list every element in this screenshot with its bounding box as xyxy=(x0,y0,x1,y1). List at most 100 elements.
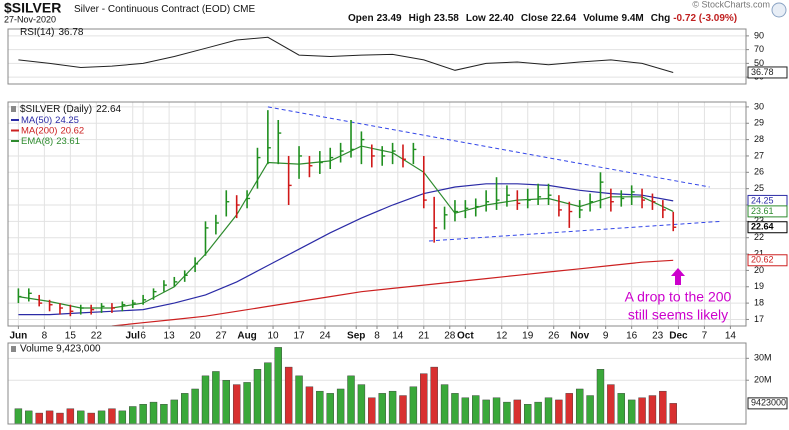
x-tick-label: Nov xyxy=(570,331,589,342)
x-tick-label: 12 xyxy=(496,331,508,342)
x-tick-label: 28 xyxy=(444,331,456,342)
x-tick-label: Jun xyxy=(10,331,28,342)
y-tick-label: 23 xyxy=(754,216,764,226)
ma-line xyxy=(18,145,674,309)
y-tick-label: 26 xyxy=(754,167,764,177)
stats: Open 23.49 High 23.58 Low 22.40 Close 22.64 Volu… xyxy=(348,13,737,24)
panel-frame xyxy=(7,28,747,85)
annotation-arrow xyxy=(671,268,685,285)
volume-bar xyxy=(25,410,33,424)
y-tick-label: 21 xyxy=(754,248,764,258)
volume-bar xyxy=(139,404,147,424)
volume-bar xyxy=(503,401,511,424)
value-label: 22.64 xyxy=(751,222,774,232)
value-box xyxy=(747,66,788,79)
legend-entry: MA(200) 20.62 xyxy=(21,125,84,136)
stat-label: Open xyxy=(348,13,374,24)
volume-bar xyxy=(430,366,438,424)
volume-bar xyxy=(378,393,386,424)
panel-title: RSI(14) 36.78 xyxy=(20,27,84,38)
plot-area xyxy=(8,347,746,424)
value-box xyxy=(747,254,788,267)
y-tick-label: 20M xyxy=(754,375,772,385)
volume-bar xyxy=(440,384,449,424)
legend-name: EMA(8) xyxy=(21,136,53,147)
volume-bar xyxy=(669,403,677,424)
x-tick-label: 14 xyxy=(392,331,404,342)
volume-bar xyxy=(420,373,428,424)
legend-entry: EMA(8) 23.61 xyxy=(21,136,80,147)
value-box xyxy=(747,221,788,234)
stat-value: 9.4M xyxy=(622,13,644,24)
y-tick-label: 22 xyxy=(754,232,764,242)
volume-bar xyxy=(181,393,189,424)
value-box xyxy=(747,205,788,218)
volume-bar xyxy=(66,408,75,424)
x-tick-label: 20 xyxy=(190,331,202,342)
value-label: 24.25 xyxy=(751,195,774,205)
stat-value: 23.49 xyxy=(377,13,402,24)
volume-bar xyxy=(118,410,127,424)
legend-name: $SILVER (Daily) xyxy=(20,104,92,115)
volume-bar xyxy=(524,404,532,424)
volume-bar xyxy=(222,380,230,424)
stat-label: Low xyxy=(466,13,486,24)
x-tick-label: 17 xyxy=(293,331,305,342)
x-tick-label: 21 xyxy=(418,331,430,342)
volume-bar xyxy=(544,397,553,424)
legend-name: MA(200) xyxy=(21,125,57,136)
panel-frame xyxy=(7,101,747,327)
volume-bar xyxy=(513,399,522,424)
panel-frame xyxy=(7,342,747,425)
value-label: 20.62 xyxy=(751,255,774,265)
source: © StockCharts.com xyxy=(692,0,770,9)
volume-bar xyxy=(565,393,573,424)
volume-bar xyxy=(77,410,85,424)
volume-bar xyxy=(575,388,584,424)
volume-bar xyxy=(212,371,220,424)
y-tick-label: 17 xyxy=(754,314,764,324)
value-label: 9423000 xyxy=(751,398,786,408)
y-tick-label: 20 xyxy=(754,265,764,275)
x-tick-label: 26 xyxy=(548,331,560,342)
title-value: 36.78 xyxy=(58,27,83,38)
volume-bar xyxy=(160,404,168,424)
volume-bar xyxy=(534,401,542,424)
x-tick-label: 6 xyxy=(140,331,146,342)
volume-bar xyxy=(14,408,23,424)
trendline xyxy=(267,106,710,188)
volume-bar xyxy=(461,397,470,424)
volume-bar xyxy=(627,399,636,424)
ma-line xyxy=(18,183,674,316)
volume-bar xyxy=(97,410,106,424)
date: 27-Nov-2020 xyxy=(4,14,56,24)
volume-bar xyxy=(555,399,563,424)
x-tick-label: 24 xyxy=(319,331,331,342)
x-tick-label: Jul xyxy=(126,331,141,342)
legend-entry: MA(50) 24.25 xyxy=(21,115,79,126)
logo xyxy=(771,2,787,18)
volume-bar xyxy=(191,388,199,424)
volume-bar xyxy=(368,397,376,424)
value-label: 36.78 xyxy=(751,67,774,77)
description-text: Silver - Continuous Contract (EOD) xyxy=(74,4,230,15)
volume-bar xyxy=(305,386,314,424)
volume-bar xyxy=(87,412,95,424)
volume-bar xyxy=(388,390,397,424)
legend-value: 20.62 xyxy=(60,125,84,136)
y-tick-label: 90 xyxy=(754,30,764,40)
y-tick-label: 30M xyxy=(754,353,772,363)
volume-bar xyxy=(399,395,407,424)
x-tick-label: Dec xyxy=(669,331,688,342)
x-tick-label: 10 xyxy=(267,331,279,342)
x-tick-label: 8 xyxy=(374,331,380,342)
exchange: CME xyxy=(233,4,256,15)
stat-value: -0.72 (-3.09%) xyxy=(673,13,737,24)
panel-title: Volume 9,423,000 xyxy=(20,344,101,355)
volume-bar xyxy=(409,386,418,424)
value-label: 23.61 xyxy=(751,206,774,216)
volume-bar xyxy=(607,384,615,424)
plot-area xyxy=(8,102,746,326)
volume-bar xyxy=(638,397,646,424)
